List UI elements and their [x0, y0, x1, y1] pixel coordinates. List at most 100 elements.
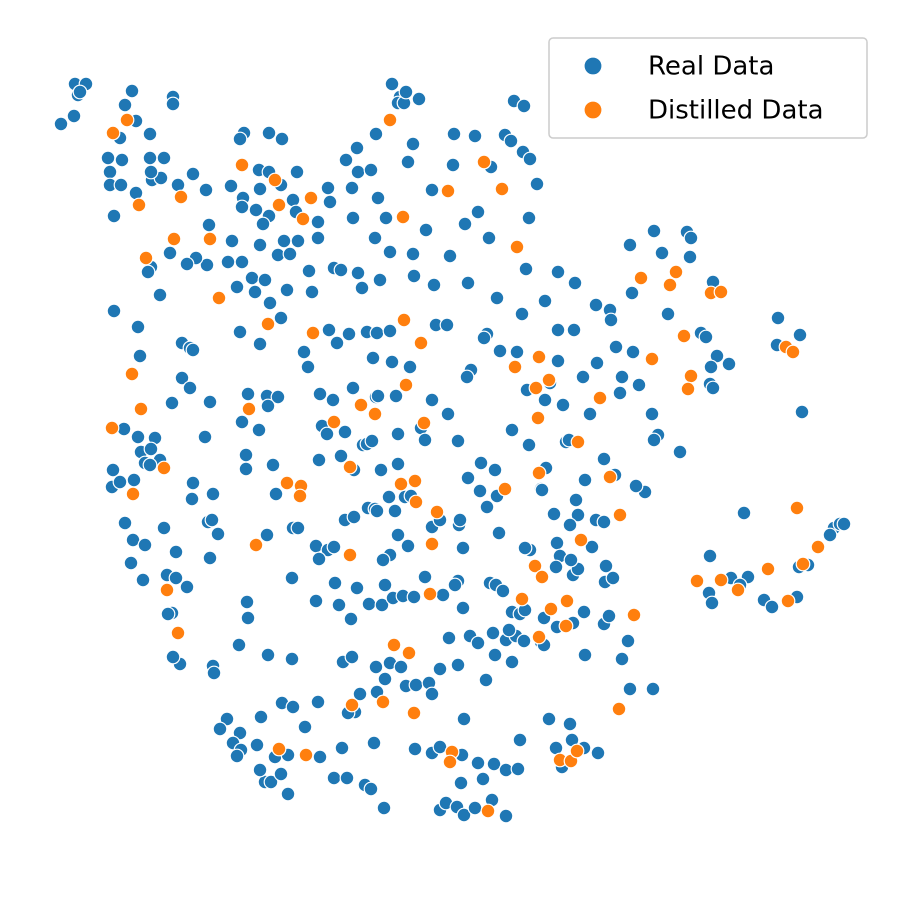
point: [282, 246, 298, 262]
point: [555, 397, 571, 413]
point: [654, 245, 670, 261]
point: [274, 131, 290, 147]
point: [303, 190, 319, 206]
point: [72, 84, 88, 100]
point: [350, 265, 366, 281]
point: [418, 222, 434, 238]
point: [202, 231, 218, 247]
point: [492, 343, 508, 359]
point: [261, 125, 277, 141]
point: [582, 406, 598, 422]
point: [596, 451, 612, 467]
point: [296, 344, 312, 360]
point: [290, 520, 306, 536]
point: [541, 372, 557, 388]
point: [562, 716, 578, 732]
point: [550, 322, 566, 338]
point: [703, 359, 719, 375]
point: [559, 593, 575, 609]
point: [494, 181, 510, 197]
point: [633, 270, 649, 286]
point: [345, 380, 361, 396]
point: [273, 766, 289, 782]
point: [566, 322, 582, 338]
point: [248, 537, 264, 553]
point: [344, 697, 360, 713]
point: [346, 509, 362, 525]
point: [119, 112, 135, 128]
point: [510, 761, 526, 777]
point: [405, 246, 421, 262]
point: [367, 406, 383, 422]
point: [311, 551, 327, 567]
point: [173, 189, 189, 205]
point: [424, 536, 440, 552]
point: [117, 97, 133, 113]
point: [311, 452, 327, 468]
point: [251, 422, 267, 438]
point: [645, 681, 661, 697]
point: [353, 397, 369, 413]
point: [530, 410, 546, 426]
point: [476, 330, 492, 346]
point: [375, 694, 391, 710]
point: [456, 807, 472, 823]
point: [344, 649, 360, 665]
point: [165, 649, 181, 665]
legend-label: Real Data: [648, 52, 774, 82]
point: [312, 386, 328, 402]
point: [498, 808, 514, 824]
point: [197, 429, 213, 445]
point: [521, 210, 537, 226]
point: [113, 177, 129, 193]
point: [326, 414, 342, 430]
point: [398, 377, 414, 393]
point: [514, 591, 530, 607]
point: [123, 555, 139, 571]
point: [794, 404, 810, 420]
point: [271, 197, 287, 213]
point: [408, 677, 424, 693]
point: [185, 475, 201, 491]
point: [495, 583, 511, 599]
point: [760, 561, 776, 577]
point: [382, 244, 398, 260]
point: [460, 470, 476, 486]
point: [384, 354, 400, 370]
point: [662, 277, 678, 293]
point: [577, 647, 593, 663]
point: [531, 349, 547, 365]
point: [321, 322, 337, 338]
point: [337, 424, 353, 440]
point: [382, 112, 398, 128]
point: [569, 743, 585, 759]
point: [407, 741, 423, 757]
point: [789, 500, 805, 516]
point: [446, 126, 462, 142]
point: [549, 535, 565, 551]
point: [625, 344, 641, 360]
point: [229, 748, 245, 764]
point: [504, 654, 520, 670]
point: [605, 570, 621, 586]
point: [429, 504, 445, 520]
point: [329, 335, 345, 351]
point: [326, 770, 342, 786]
point: [459, 369, 475, 385]
point: [248, 202, 264, 218]
point: [339, 770, 355, 786]
point: [204, 512, 220, 528]
point: [334, 740, 350, 756]
point: [440, 183, 456, 199]
point: [611, 701, 627, 717]
point: [234, 414, 250, 430]
point: [457, 216, 473, 232]
point: [479, 499, 495, 515]
point: [185, 166, 201, 182]
point: [295, 211, 311, 227]
point: [53, 116, 69, 132]
point: [476, 154, 492, 170]
point: [577, 472, 593, 488]
point: [305, 325, 321, 341]
